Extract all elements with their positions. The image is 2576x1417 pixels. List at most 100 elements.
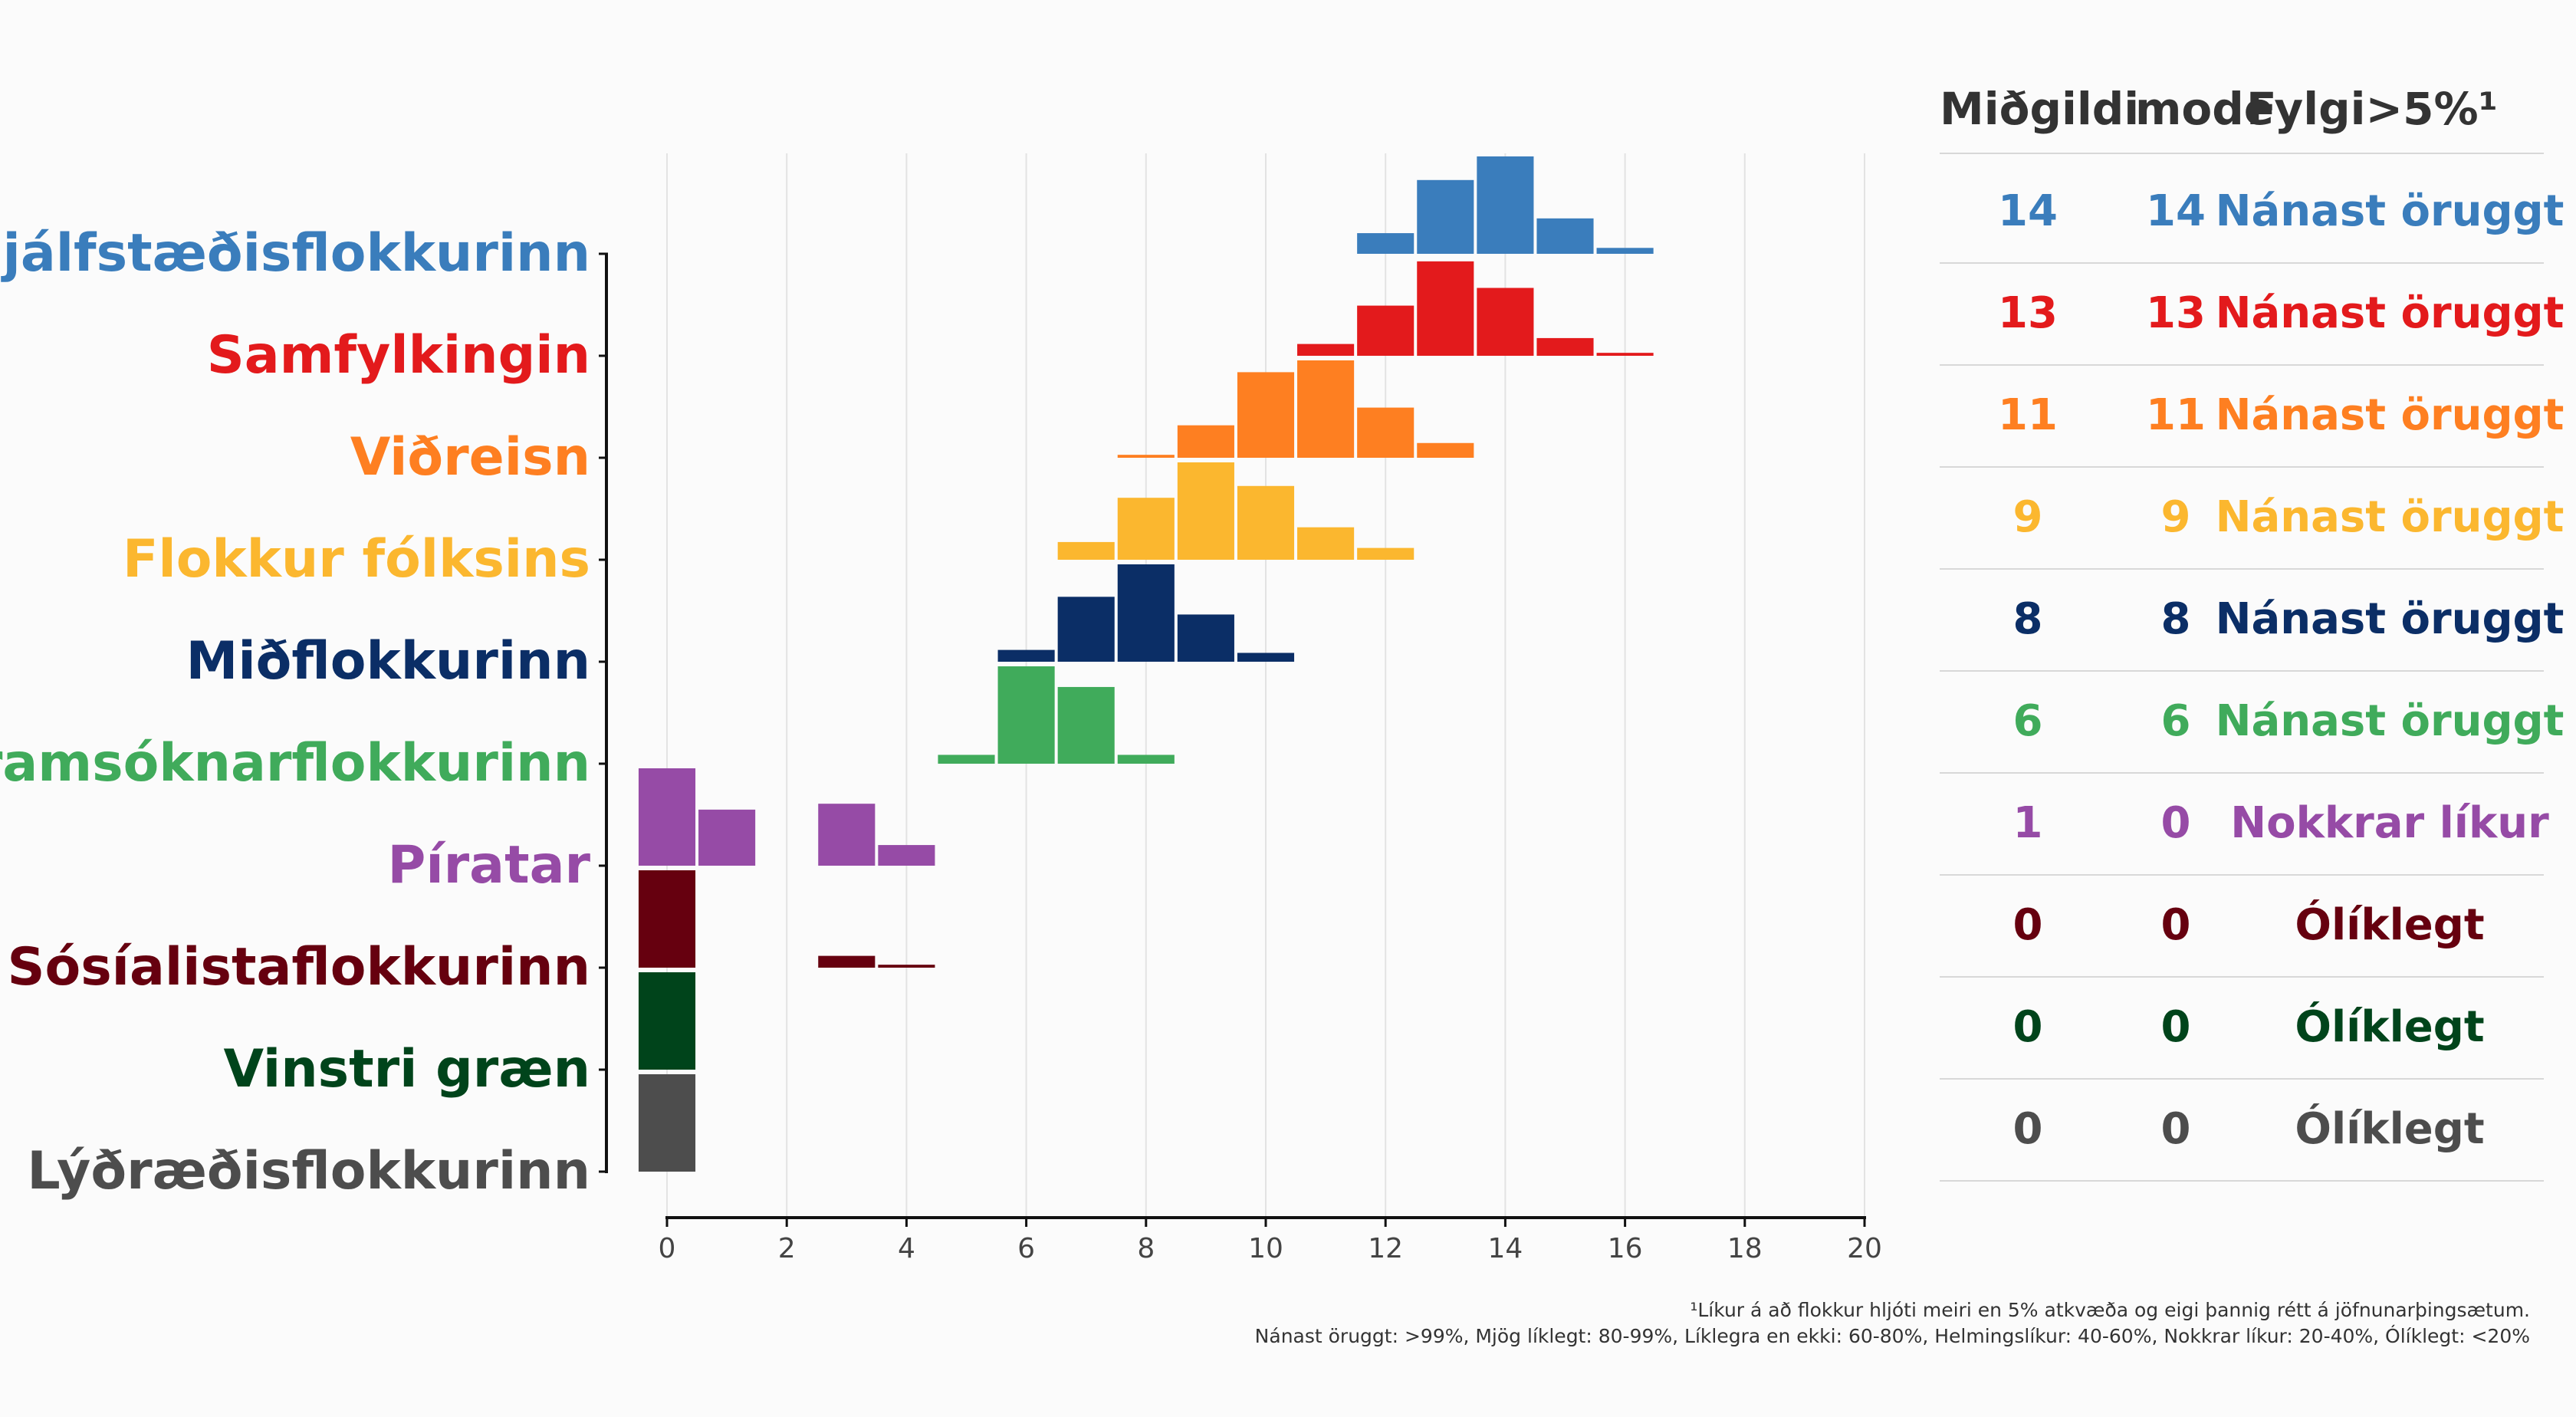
footnote-line-1: ¹Líkur á að flokkur hljóti meiri en 5% a… xyxy=(1690,1299,2530,1321)
median-value: 1 xyxy=(2013,798,2043,848)
threshold-value: Ólíklegt xyxy=(2295,900,2484,950)
x-tick-label: 16 xyxy=(1608,1233,1643,1264)
threshold-value: Ólíklegt xyxy=(2295,1104,2484,1154)
median-value: 11 xyxy=(1998,390,2058,440)
footnote-line-2: Nánast öruggt: >99%, Mjög líklegt: 80-99… xyxy=(1255,1324,2530,1347)
x-tick-label: 10 xyxy=(1248,1233,1283,1264)
histogram-bar xyxy=(1177,614,1234,662)
histogram-bar xyxy=(1117,455,1175,458)
histogram-bar xyxy=(818,804,876,866)
histogram-bar xyxy=(638,870,696,968)
x-tick-label: 0 xyxy=(659,1233,676,1264)
median-value: 0 xyxy=(2013,1002,2043,1052)
threshold-value: Nokkrar líkur xyxy=(2230,798,2549,848)
party-labels: Sjálfstæðisflokkurinn Samfylkingin Viðreis… xyxy=(0,223,590,1202)
histogram-bar xyxy=(1596,353,1654,356)
histogram-bar xyxy=(1237,653,1295,662)
histogram-bar xyxy=(638,768,696,866)
x-tick-label: 20 xyxy=(1847,1233,1882,1264)
histogram-bar xyxy=(1057,541,1115,560)
grid-lines xyxy=(666,153,1865,1218)
histogram-bar xyxy=(638,972,696,1070)
histogram-bar xyxy=(1477,156,1534,254)
threshold-value: Nánast öruggt xyxy=(2216,696,2564,746)
histogram-bar xyxy=(1057,597,1115,662)
histogram-bar xyxy=(1237,485,1295,560)
party-label: Píratar xyxy=(388,835,591,896)
x-tick-label: 4 xyxy=(898,1233,915,1264)
x-tick-label: 18 xyxy=(1727,1233,1763,1264)
y-axis xyxy=(599,252,608,1173)
threshold-value: Nánast öruggt xyxy=(2216,288,2564,338)
histogram-bar xyxy=(698,809,756,866)
histogram-bar xyxy=(1417,261,1474,356)
histogram-bar xyxy=(1237,372,1295,458)
party-label: Vinstri græn xyxy=(223,1039,590,1100)
x-tick-label: 14 xyxy=(1487,1233,1523,1264)
histogram-bar xyxy=(997,666,1055,764)
party-label: Framsóknarflokkurinn xyxy=(0,733,590,794)
party-label: Viðreisn xyxy=(350,427,590,488)
summary-table: Miðgildi mode Fylgi>5%¹ 14 14 Nánast örugg… xyxy=(1940,83,2564,1182)
mode-value: 11 xyxy=(2146,390,2206,440)
histogram-bar xyxy=(1536,218,1594,254)
histogram-bar xyxy=(1596,248,1654,254)
mode-value: 6 xyxy=(2161,696,2191,746)
mode-value: 9 xyxy=(2161,492,2191,542)
party-label: Lýðræðisflokkurinn xyxy=(27,1141,590,1202)
histogram-bar xyxy=(1117,755,1175,764)
histogram-bar xyxy=(1297,344,1355,356)
mode-value: 14 xyxy=(2146,186,2206,236)
histogram-bar xyxy=(1357,407,1414,458)
threshold-value: Ólíklegt xyxy=(2295,1002,2484,1052)
threshold-value: Nánast öruggt xyxy=(2216,492,2564,542)
histogram-bar xyxy=(878,845,935,866)
histogram-bar xyxy=(1297,527,1355,560)
mode-value: 8 xyxy=(2161,594,2191,644)
histogram-bar xyxy=(1117,498,1175,560)
histogram-bar xyxy=(1057,686,1115,764)
party-label: Flokkur fólksins xyxy=(123,529,590,590)
x-tick-label: 2 xyxy=(778,1233,796,1264)
histogram-bar xyxy=(1357,233,1414,254)
histogram-bar xyxy=(1357,305,1414,356)
histogram-bar xyxy=(1177,462,1234,560)
median-value: 9 xyxy=(2013,492,2043,542)
median-value: 6 xyxy=(2013,696,2043,746)
party-label: Sjálfstæðisflokkurinn xyxy=(0,223,590,284)
threshold-header: Fylgi>5%¹ xyxy=(2246,83,2498,135)
mode-value: 0 xyxy=(2161,1104,2191,1154)
x-tick-label: 12 xyxy=(1368,1233,1403,1264)
histogram-bar xyxy=(818,955,876,968)
x-tick-label: 6 xyxy=(1017,1233,1035,1264)
mode-value: 0 xyxy=(2161,798,2191,848)
histogram-bars xyxy=(638,156,1654,1172)
party-label: Samfylkingin xyxy=(207,325,590,386)
footnote: ¹Líkur á að flokkur hljóti meiri en 5% a… xyxy=(1255,1299,2530,1347)
threshold-value: Nánast öruggt xyxy=(2216,594,2564,644)
threshold-value: Nánast öruggt xyxy=(2216,186,2564,236)
histogram-bar xyxy=(997,649,1055,662)
party-label: Sósíalistaflokkurinn xyxy=(8,937,590,998)
median-header: Miðgildi xyxy=(1940,83,2139,135)
histogram-bar xyxy=(1536,337,1594,356)
histogram-bar xyxy=(938,755,995,764)
mode-header: mode xyxy=(2135,83,2274,135)
median-value: 13 xyxy=(1998,288,2058,338)
median-value: 14 xyxy=(1998,186,2058,236)
histogram-bar xyxy=(1417,442,1474,458)
histogram-bar xyxy=(1177,425,1234,458)
histogram-bar xyxy=(1417,179,1474,254)
party-label: Miðflokkurinn xyxy=(186,631,590,692)
median-value: 0 xyxy=(2013,900,2043,950)
x-tick-label: 8 xyxy=(1137,1233,1155,1264)
histogram-bar xyxy=(1477,288,1534,356)
histogram-bar xyxy=(638,1074,696,1172)
histogram-bar xyxy=(878,965,935,968)
mode-value: 0 xyxy=(2161,1002,2191,1052)
x-axis: 0 2 4 6 8 10 12 14 16 18 20 xyxy=(659,1216,1882,1264)
median-value: 0 xyxy=(2013,1104,2043,1154)
histogram-bar xyxy=(1297,360,1355,458)
threshold-value: Nánast öruggt xyxy=(2216,390,2564,440)
